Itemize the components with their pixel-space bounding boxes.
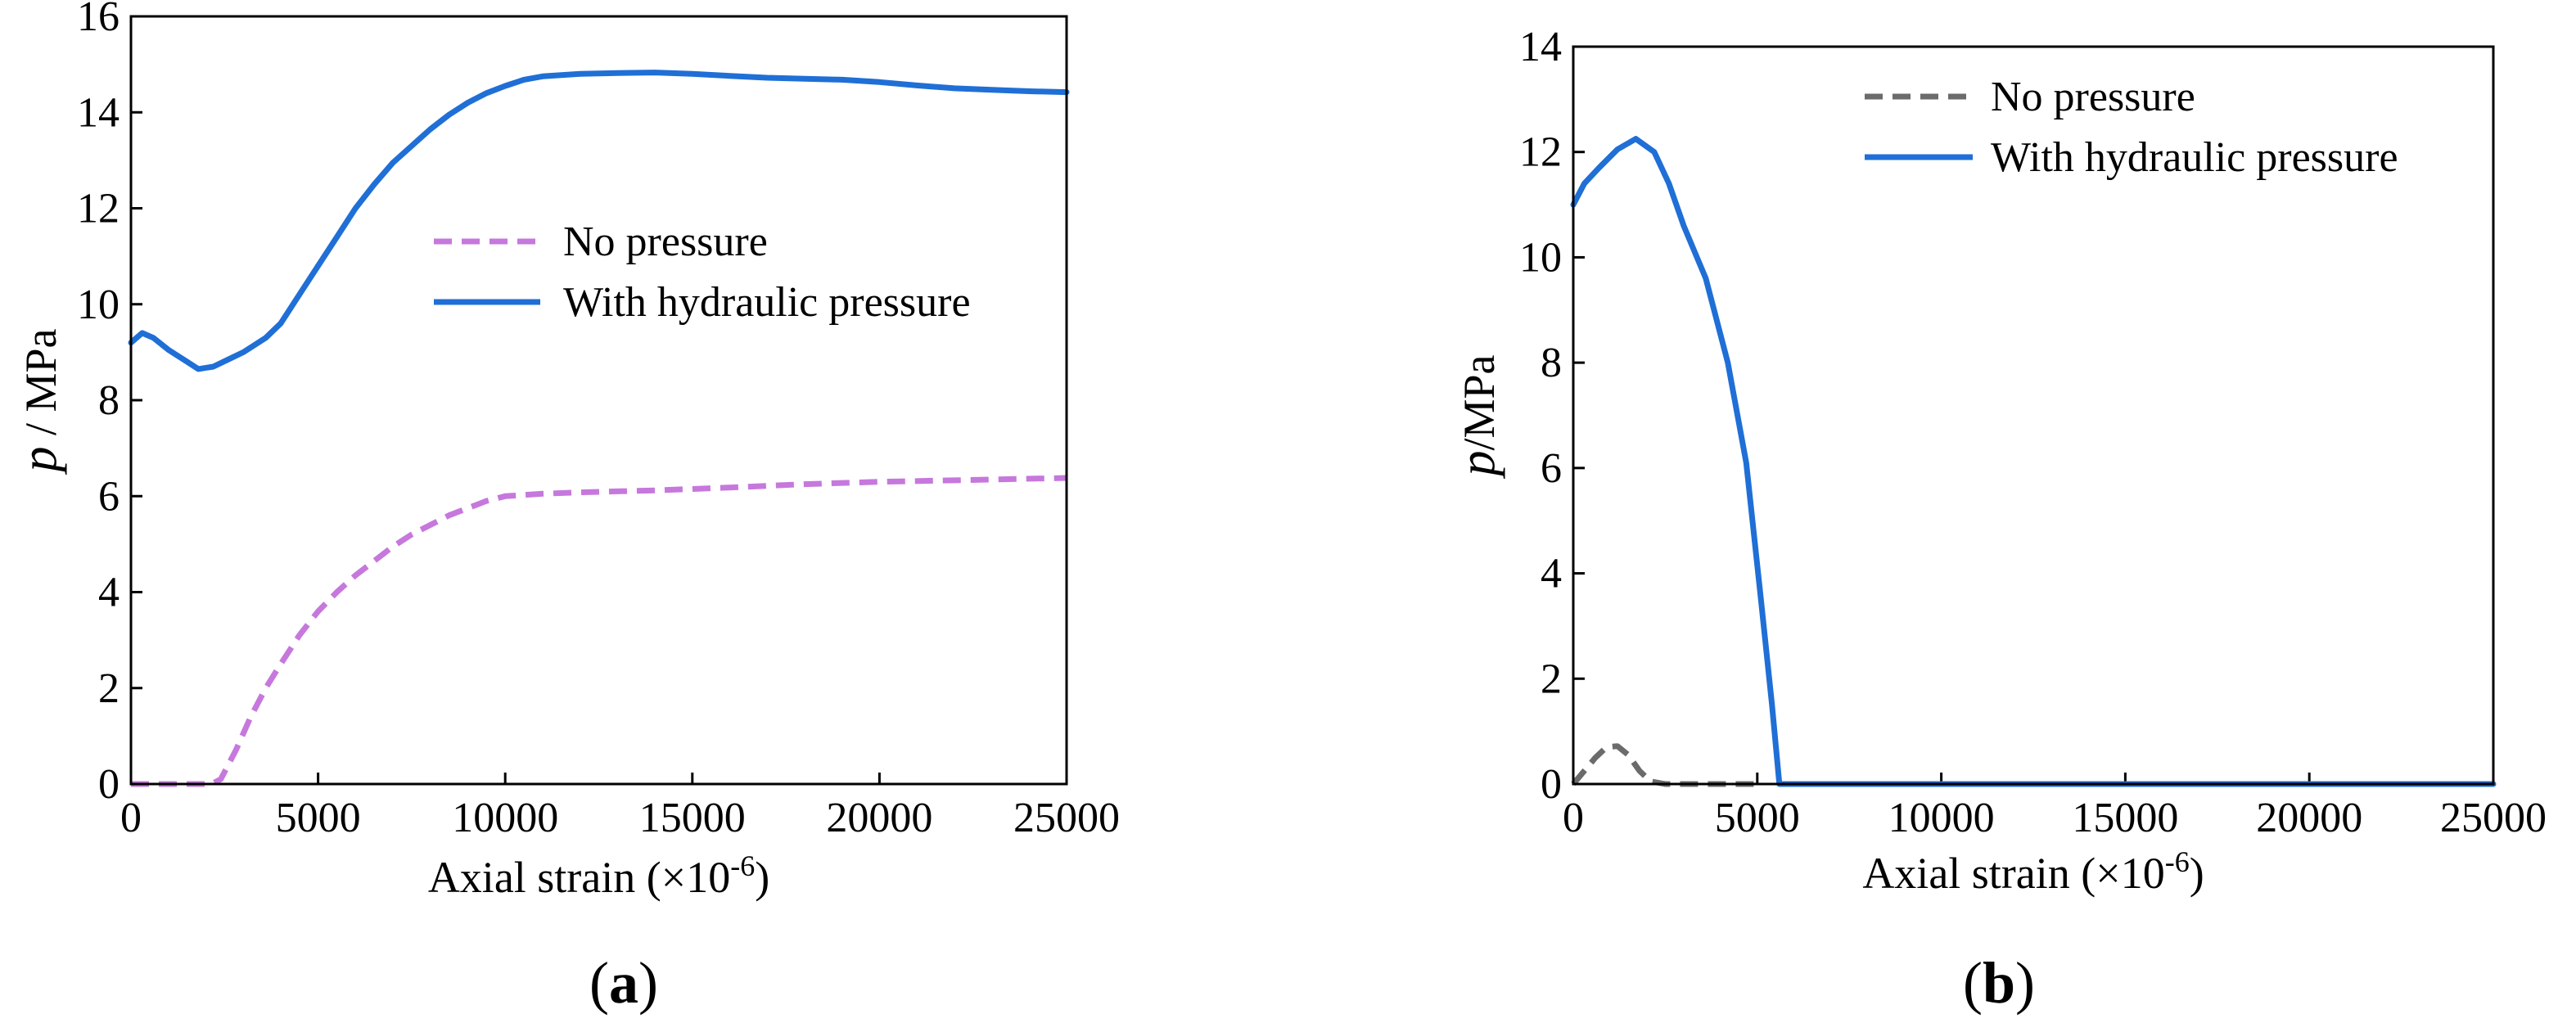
y-tick-label: 12 <box>77 186 120 232</box>
y-axis-title: p/MPa <box>1450 354 1505 479</box>
x-tick-label: 20000 <box>2256 795 2362 841</box>
x-tick-label: 15000 <box>2072 795 2178 841</box>
x-axis-title-main: Axial strain (×10 <box>1862 849 2164 898</box>
chart-panel-b: 0 5000 10000 15000 20000 25000 0 2 4 6 8 10 12 14 No… <box>1450 24 2547 1016</box>
legend: No pressure With hydraulic pressure <box>434 219 971 326</box>
plot-frame <box>1572 45 2495 786</box>
y-tick-label: 4 <box>98 570 120 616</box>
y-tick-label: 10 <box>77 282 120 328</box>
y-tick-label: 10 <box>1519 234 1562 281</box>
series-line-no-pressure <box>1571 743 1757 787</box>
legend-label-with-hydraulic-pressure: With hydraulic pressure <box>563 279 971 326</box>
panel-letter: b <box>1983 950 2015 1016</box>
y-tick-label: 4 <box>1541 551 1562 597</box>
y-axis-title-variable: p <box>1450 451 1505 480</box>
legend-label-no-pressure: No pressure <box>563 219 768 265</box>
x-axis-title-close: ) <box>2190 849 2204 898</box>
y-tick-label: 12 <box>1519 129 1562 176</box>
y-axis-ticks: 0 2 4 6 8 10 12 14 16 <box>77 0 142 808</box>
y-axis-title-variable: p <box>11 447 67 475</box>
y-axis-title-unit: / MPa <box>16 328 65 446</box>
x-axis-title-close: ) <box>755 853 769 902</box>
y-tick-label: 8 <box>1541 340 1562 386</box>
x-tick-label: 10000 <box>452 795 558 841</box>
x-tick-label: 0 <box>1563 795 1584 841</box>
x-axis-title-exponent: -6 <box>2165 845 2190 878</box>
panel-letter: a <box>609 950 638 1016</box>
y-tick-label: 16 <box>77 0 120 40</box>
series-line-with-hydraulic-pressure <box>1570 136 2497 787</box>
panel-label-b: (b) <box>1963 950 2035 1016</box>
x-tick-label: 10000 <box>1888 795 1995 841</box>
x-axis-ticks: 0 5000 10000 15000 20000 25000 <box>1563 773 2547 841</box>
y-axis-title: p / MPa <box>11 328 67 475</box>
legend-label-with-hydraulic-pressure: With hydraulic pressure <box>1991 134 2398 181</box>
x-tick-label: 25000 <box>2440 795 2547 841</box>
y-tick-label: 6 <box>98 473 120 520</box>
x-axis-ticks: 0 5000 10000 15000 20000 25000 <box>120 773 1120 841</box>
plot-frame <box>129 15 1068 786</box>
legend-label-no-pressure: No pressure <box>1991 74 2195 120</box>
x-tick-label: 5000 <box>1715 795 1800 841</box>
y-tick-label: 14 <box>1519 24 1562 70</box>
y-tick-label: 6 <box>1541 445 1562 492</box>
y-tick-label: 2 <box>1541 656 1562 702</box>
y-tick-label: 14 <box>77 89 120 136</box>
y-axis-title-unit: /MPa <box>1455 354 1504 450</box>
y-tick-label: 0 <box>98 761 120 808</box>
x-tick-label: 15000 <box>639 795 746 841</box>
series-group <box>128 70 1070 787</box>
panel-label-a: (a) <box>589 950 658 1016</box>
series-line-no-pressure <box>131 475 1067 787</box>
series-line-with-hydraulic-pressure <box>128 70 1070 372</box>
x-axis-title-exponent: -6 <box>730 849 755 882</box>
x-tick-label: 20000 <box>826 795 932 841</box>
legend: No pressure With hydraulic pressure <box>1865 74 2398 181</box>
x-axis-title-main: Axial strain (×10 <box>428 853 730 902</box>
x-tick-label: 25000 <box>1013 795 1120 841</box>
x-tick-label: 5000 <box>276 795 361 841</box>
y-tick-label: 2 <box>98 665 120 712</box>
x-axis-title: Axial strain (×10-6) <box>1862 845 2204 898</box>
x-axis-title: Axial strain (×10-6) <box>428 849 769 902</box>
y-tick-label: 8 <box>98 377 120 424</box>
chart-panel-a: 0 5000 10000 15000 20000 25000 0246810121416 … <box>11 0 1120 1016</box>
series-group <box>1570 136 2497 787</box>
y-axis-ticks: 0 2 4 6 8 10 12 14 <box>1519 24 1585 808</box>
x-tick-label: 0 <box>120 795 142 841</box>
y-tick-label: 0 <box>1541 761 1562 808</box>
